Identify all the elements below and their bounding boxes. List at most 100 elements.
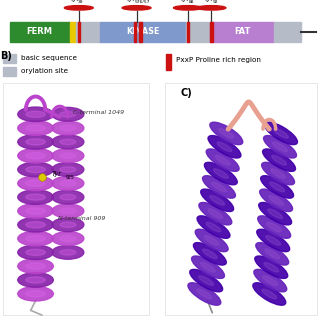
Ellipse shape <box>269 196 284 205</box>
Ellipse shape <box>264 136 297 158</box>
Bar <box>186 22 210 42</box>
Circle shape <box>122 6 151 10</box>
Circle shape <box>64 6 93 10</box>
Bar <box>210 22 212 42</box>
Ellipse shape <box>256 243 289 265</box>
Ellipse shape <box>18 107 53 122</box>
Ellipse shape <box>274 129 288 138</box>
Text: 39: 39 <box>78 0 84 4</box>
Ellipse shape <box>60 167 76 172</box>
Text: 925: 925 <box>66 175 74 180</box>
Text: Tyr: Tyr <box>69 0 79 2</box>
Ellipse shape <box>208 136 241 158</box>
Ellipse shape <box>265 122 298 145</box>
Ellipse shape <box>18 245 53 260</box>
Text: C-terminal 1049: C-terminal 1049 <box>73 110 124 115</box>
Ellipse shape <box>192 256 224 278</box>
Ellipse shape <box>265 249 280 259</box>
Ellipse shape <box>258 216 291 238</box>
Ellipse shape <box>26 263 45 269</box>
Ellipse shape <box>268 209 283 219</box>
Ellipse shape <box>197 216 230 238</box>
Ellipse shape <box>272 156 286 165</box>
Ellipse shape <box>52 176 84 190</box>
Bar <box>166 54 171 70</box>
Ellipse shape <box>208 209 223 219</box>
Ellipse shape <box>60 222 76 228</box>
Ellipse shape <box>193 243 226 265</box>
Ellipse shape <box>267 222 282 232</box>
Bar <box>10 22 70 42</box>
Bar <box>76 22 100 42</box>
Ellipse shape <box>26 291 45 297</box>
Ellipse shape <box>260 189 292 212</box>
Ellipse shape <box>26 180 45 187</box>
Ellipse shape <box>26 222 45 228</box>
Ellipse shape <box>199 203 232 225</box>
Ellipse shape <box>60 139 76 145</box>
Ellipse shape <box>60 208 76 214</box>
Ellipse shape <box>212 182 226 192</box>
Ellipse shape <box>263 149 295 172</box>
Ellipse shape <box>52 245 84 259</box>
Circle shape <box>173 6 203 10</box>
Ellipse shape <box>52 204 84 218</box>
Circle shape <box>197 6 226 10</box>
Ellipse shape <box>204 162 237 185</box>
Ellipse shape <box>52 135 84 149</box>
Ellipse shape <box>213 169 228 178</box>
Ellipse shape <box>60 194 76 200</box>
Ellipse shape <box>60 250 76 255</box>
Text: 88: 88 <box>188 0 194 4</box>
Ellipse shape <box>18 218 53 232</box>
Ellipse shape <box>52 121 84 135</box>
Ellipse shape <box>52 108 84 121</box>
Bar <box>70 22 76 42</box>
Ellipse shape <box>52 218 84 232</box>
Ellipse shape <box>195 229 228 252</box>
Ellipse shape <box>270 182 284 192</box>
Ellipse shape <box>203 249 217 259</box>
Ellipse shape <box>210 122 243 145</box>
Ellipse shape <box>26 249 45 255</box>
Ellipse shape <box>52 190 84 204</box>
Bar <box>3 54 16 63</box>
Text: Tyr: Tyr <box>203 0 213 2</box>
Ellipse shape <box>18 162 53 177</box>
Ellipse shape <box>18 135 53 149</box>
Ellipse shape <box>262 162 294 185</box>
Ellipse shape <box>264 262 279 272</box>
Ellipse shape <box>52 232 84 245</box>
Text: Tyr: Tyr <box>125 0 136 2</box>
Ellipse shape <box>203 176 236 198</box>
Text: B): B) <box>0 51 12 61</box>
Ellipse shape <box>18 231 53 246</box>
Ellipse shape <box>201 189 234 212</box>
Text: FAT: FAT <box>234 28 250 36</box>
Bar <box>139 22 142 42</box>
Text: KINASE: KINASE <box>126 28 159 36</box>
Ellipse shape <box>190 269 223 292</box>
Bar <box>134 22 136 42</box>
Ellipse shape <box>253 283 286 305</box>
Ellipse shape <box>26 208 45 214</box>
Ellipse shape <box>26 153 45 159</box>
Ellipse shape <box>18 176 53 191</box>
Ellipse shape <box>26 125 45 131</box>
Ellipse shape <box>217 142 232 152</box>
Ellipse shape <box>201 262 215 272</box>
Ellipse shape <box>254 269 287 292</box>
Ellipse shape <box>273 142 287 152</box>
Ellipse shape <box>52 163 84 176</box>
Ellipse shape <box>26 111 45 117</box>
Ellipse shape <box>18 204 53 218</box>
Ellipse shape <box>262 289 277 299</box>
Ellipse shape <box>60 112 76 117</box>
Ellipse shape <box>18 190 53 204</box>
Text: PxxP Proline rich region: PxxP Proline rich region <box>176 57 261 63</box>
Ellipse shape <box>26 236 45 242</box>
Bar <box>77 22 80 42</box>
Text: FERM: FERM <box>27 28 53 36</box>
Text: Tyr: Tyr <box>180 0 190 2</box>
Ellipse shape <box>26 166 45 172</box>
